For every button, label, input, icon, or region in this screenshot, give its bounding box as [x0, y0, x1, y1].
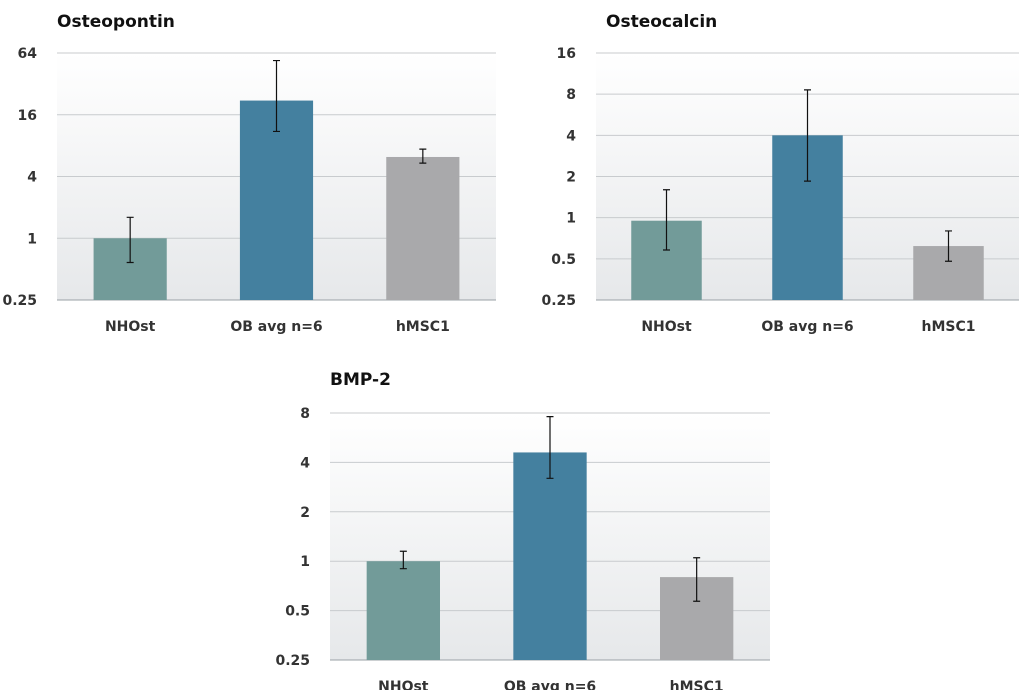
y-tick-label: 8: [566, 87, 576, 103]
x-tick-label: OB avg n=6: [761, 319, 853, 335]
chart-title: Osteocalcin: [606, 12, 717, 32]
y-tick-label: 4: [300, 455, 310, 471]
x-tick-label: hMSC1: [922, 319, 976, 335]
y-tick-label: 0.5: [285, 604, 310, 620]
error-bar: [693, 557, 701, 602]
error-bar: [945, 230, 952, 262]
osteopontin-chart: Osteopontin 0.25 1 4 16 64 NHOst OB avg n=6 hMS…: [2, 12, 496, 335]
error-bar: [663, 189, 670, 251]
y-tick-label: 0.5: [551, 252, 576, 268]
error-bar: [546, 416, 554, 479]
bar-nhost: [366, 561, 440, 660]
bar-ob-avg-n-6: [513, 452, 587, 660]
error-bar: [273, 59, 280, 133]
y-tick-label: 1: [566, 211, 576, 227]
bar-hmsc1: [386, 156, 460, 300]
y-tick-label: 4: [27, 170, 37, 186]
x-tick-label: hMSC1: [670, 679, 724, 690]
error-bar: [419, 148, 427, 164]
y-tick-label: 0.25: [275, 653, 310, 669]
osteocalcin-chart: Osteocalcin 0.25 0.5 1 2 4 8 16 NHOst OB avg n=6…: [541, 12, 1019, 335]
error-bar: [399, 550, 407, 570]
y-tick-label: 2: [300, 505, 310, 521]
y-tick-label: 0.25: [541, 293, 576, 309]
y-tick-label: 2: [566, 170, 576, 186]
x-tick-label: NHOst: [378, 679, 429, 690]
chart-title: Osteopontin: [57, 12, 175, 32]
error-bar: [126, 216, 134, 264]
x-tick-label: OB avg n=6: [504, 679, 596, 690]
y-tick-label: 1: [300, 554, 310, 570]
bar-ob-avg-n-6: [239, 100, 314, 300]
y-tick-label: 0.25: [2, 293, 37, 309]
chart-title: BMP-2: [330, 370, 391, 390]
x-tick-label: hMSC1: [396, 319, 450, 335]
error-bar: [804, 89, 811, 182]
y-tick-label: 4: [566, 128, 576, 144]
y-tick-label: 64: [18, 46, 38, 62]
y-tick-label: 16: [557, 46, 576, 62]
y-tick-label: 8: [300, 406, 310, 422]
y-tick-label: 1: [27, 231, 37, 247]
bmp2-chart: BMP-2 0.25 0.5 1 2 4 8 NHOst OB avg n=6 hMSC1: [275, 370, 770, 690]
y-tick-label: 16: [18, 108, 37, 124]
x-tick-label: OB avg n=6: [230, 319, 322, 335]
x-tick-label: NHOst: [105, 319, 156, 335]
x-tick-label: NHOst: [641, 319, 692, 335]
